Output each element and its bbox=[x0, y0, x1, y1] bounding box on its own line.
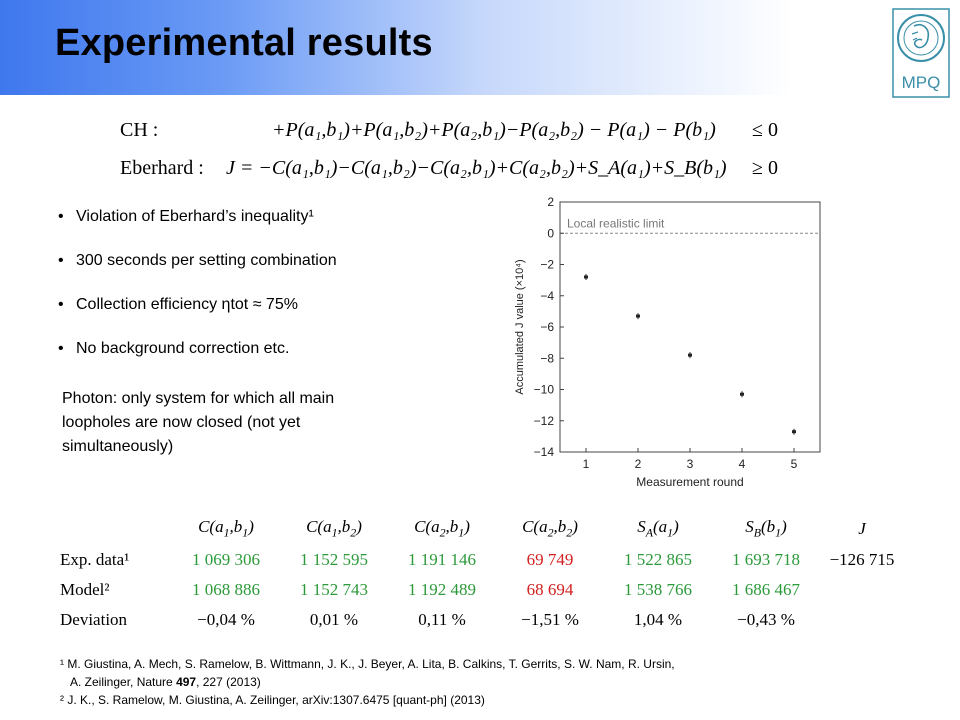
y-tick-label: −4 bbox=[540, 289, 554, 303]
x-tick-label: 3 bbox=[687, 457, 694, 471]
eberhard-relation: ≥ 0 bbox=[752, 157, 778, 179]
reference-1-line-2: A. Zeilinger, Nature 497, 227 (2013) bbox=[60, 673, 675, 691]
bullet-item: Violation of Eberhard’s inequality¹ bbox=[58, 208, 337, 252]
x-tick-label: 2 bbox=[635, 457, 642, 471]
j-value-chart: Local realistic limit 2 0 −2 −4 −6 −8 −10 −12 −14… bbox=[514, 195, 821, 489]
table-cell: 1 152 743 bbox=[300, 580, 368, 599]
y-tick-label: −6 bbox=[540, 320, 554, 334]
table-cell: −1,51 % bbox=[521, 610, 579, 629]
bullet-item: Collection efficiency ηtot ≈ 75% bbox=[58, 296, 337, 340]
reference-2: ² J. K., S. Ramelow, M. Giustina, A. Zei… bbox=[60, 693, 485, 707]
y-axis-label: Accumulated J value (×10⁴) bbox=[514, 259, 526, 394]
table-cell: −0,43 % bbox=[737, 610, 795, 629]
table-row: Exp. data¹ 1 069 306 1 152 595 1 191 146… bbox=[60, 545, 904, 575]
column-header: J bbox=[858, 519, 866, 538]
data-point bbox=[584, 275, 588, 279]
x-tick-label: 4 bbox=[739, 457, 746, 471]
x-axis-label: Measurement round bbox=[636, 475, 743, 489]
ch-label: CH : bbox=[120, 119, 159, 141]
reference-1-line-1: ¹ M. Giustina, A. Mech, S. Ramelow, B. W… bbox=[60, 657, 675, 671]
y-tick-label: −12 bbox=[534, 414, 555, 428]
table-cell: 1 191 146 bbox=[408, 550, 476, 569]
y-tick-label: −14 bbox=[534, 445, 555, 459]
ch-expression: +P(a₁,b₁)+P(a₁,b₂)+P(a₂,b₁)−P(a₂,b₂) − P… bbox=[272, 119, 716, 141]
y-tick-label: −8 bbox=[540, 351, 554, 365]
column-header: C(a2,b1) bbox=[414, 517, 470, 540]
table-cell: 0,01 % bbox=[309, 610, 359, 629]
table-cell: 1 068 886 bbox=[192, 580, 260, 599]
table-cell: 1 152 595 bbox=[300, 550, 368, 569]
ref-text: , 227 (2013) bbox=[196, 675, 261, 689]
table-cell: 69 749 bbox=[526, 550, 574, 569]
eberhard-expression: J = −C(a₁,b₁)−C(a₁,b₂)−C(a₂,b₁)+C(a₂,b₂)… bbox=[226, 157, 727, 179]
table-cell bbox=[820, 605, 904, 635]
data-point bbox=[792, 430, 796, 434]
eberhard-label: Eberhard : bbox=[120, 157, 204, 179]
bullet-item: No background correction etc. bbox=[58, 340, 337, 384]
plot-frame bbox=[559, 201, 821, 453]
table-cell bbox=[820, 575, 904, 605]
table-cell: −126 715 bbox=[829, 550, 895, 569]
table-row: Deviation −0,04 % 0,01 % 0,11 % −1,51 % … bbox=[60, 605, 904, 635]
reference-line-label: Local realistic limit bbox=[567, 216, 665, 230]
y-tick-label: −10 bbox=[534, 383, 555, 397]
data-point bbox=[688, 353, 692, 357]
table-row: Model² 1 068 886 1 152 743 1 192 489 68 … bbox=[60, 575, 904, 605]
table-cell: 1 693 718 bbox=[732, 550, 800, 569]
table-cell: 1 069 306 bbox=[192, 550, 260, 569]
table-cell: 1 192 489 bbox=[408, 580, 476, 599]
y-tick-label: −2 bbox=[540, 258, 554, 272]
y-tick-label: 0 bbox=[547, 226, 554, 240]
ref-volume: 497 bbox=[176, 675, 197, 689]
row-label: Deviation bbox=[60, 610, 128, 629]
ch-relation: ≤ 0 bbox=[752, 119, 778, 141]
x-tick-label: 1 bbox=[583, 457, 590, 471]
data-point bbox=[636, 314, 640, 318]
table-cell: 1 686 467 bbox=[732, 580, 800, 599]
table-cell: 1 522 865 bbox=[624, 550, 692, 569]
bullet-item: 300 seconds per setting combination bbox=[58, 252, 337, 296]
data-point bbox=[740, 392, 744, 396]
column-header: C(a1,b1) bbox=[198, 517, 254, 540]
table-cell: 1,04 % bbox=[633, 610, 683, 629]
ch-inequality: CH : +P(a₁,b₁)+P(a₁,b₂)+P(a₂,b₁)−P(a₂,b₂… bbox=[120, 115, 880, 149]
row-label: Model² bbox=[60, 580, 110, 599]
row-label: Exp. data¹ bbox=[60, 550, 130, 569]
table-cell: −0,04 % bbox=[197, 610, 255, 629]
bullet-list: Violation of Eberhard’s inequality¹ 300 … bbox=[58, 208, 337, 384]
column-header: SA(a1) bbox=[637, 517, 679, 540]
table-corner bbox=[60, 513, 172, 545]
header-band bbox=[0, 0, 880, 95]
column-header: SB(b1) bbox=[745, 517, 787, 540]
logo-text: MPQ bbox=[902, 73, 941, 92]
column-header: C(a2,b2) bbox=[522, 517, 578, 540]
table-cell: 0,11 % bbox=[418, 610, 466, 629]
table-cell: 1 538 766 bbox=[624, 580, 692, 599]
column-header: C(a1,b2) bbox=[306, 517, 362, 540]
mpq-logo: MPQ bbox=[892, 8, 950, 98]
table-cell: 68 694 bbox=[526, 580, 574, 599]
eberhard-inequality: Eberhard : J = −C(a₁,b₁)−C(a₁,b₂)−C(a₂,b… bbox=[120, 153, 880, 187]
results-table: C(a1,b1) C(a1,b2) C(a2,b1) C(a2,b2) SA(a… bbox=[60, 513, 904, 635]
references: ¹ M. Giustina, A. Mech, S. Ramelow, B. W… bbox=[60, 655, 675, 709]
y-tick-label: 2 bbox=[547, 195, 554, 209]
page-title: Experimental results bbox=[55, 22, 433, 64]
table-header-row: C(a1,b1) C(a1,b2) C(a2,b1) C(a2,b2) SA(a… bbox=[60, 513, 904, 545]
ref-text: A. Zeilinger, Nature bbox=[70, 675, 177, 689]
photon-note: Photon: only system for which all main l… bbox=[62, 390, 335, 455]
x-tick-label: 5 bbox=[791, 457, 798, 471]
